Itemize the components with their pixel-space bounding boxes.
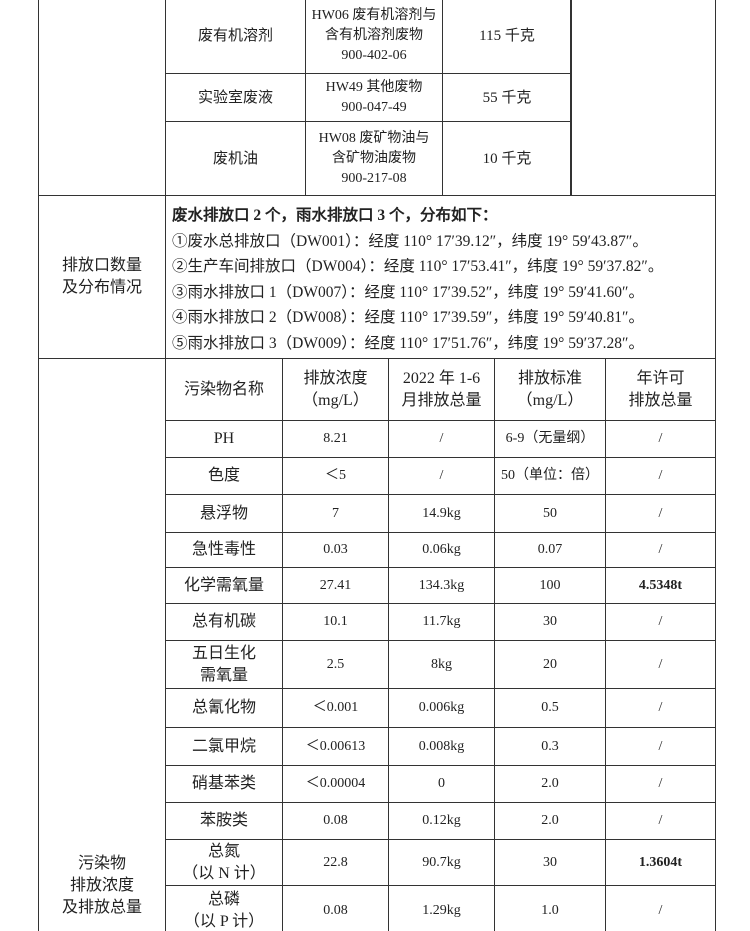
table-cell: 20 <box>494 640 606 689</box>
table-cell: ＜0.00613 <box>282 727 389 766</box>
table-cell: 10 千克 <box>442 121 572 196</box>
table-cell: 22.8 <box>282 839 389 886</box>
table-cell: / <box>388 420 495 458</box>
table-cell: 2.5 <box>282 640 389 689</box>
table-cell: / <box>605 494 716 533</box>
outlet-line: 废水排放口 2 个，雨水排放口 3 个，分布如下： <box>172 207 498 224</box>
table-cell: 0.08 <box>282 802 389 840</box>
section-label: 污染物 排放浓度 及排放总量 <box>38 358 166 931</box>
table-cell: 2.0 <box>494 802 606 840</box>
table-cell: 8kg <box>388 640 495 689</box>
outlet-line: ③雨水排放口 1（DW007）：经度 110° 17′39.52″，纬度 19°… <box>172 283 644 301</box>
table-cell: 急性毒性 <box>165 532 283 568</box>
table-cell: HW49 其他废物 900-047-49 <box>305 73 443 122</box>
header-cell: 排放浓度 （mg/L） <box>282 358 389 421</box>
empty-label-cell <box>38 0 166 196</box>
table-cell: 11.7kg <box>388 603 495 641</box>
table-cell: / <box>605 885 716 931</box>
table-cell: 50（单位：倍） <box>494 457 606 495</box>
table-cell: 总有机碳 <box>165 603 283 641</box>
table-cell: 硝基苯类 <box>165 765 283 803</box>
table-cell: / <box>605 457 716 495</box>
table-cell: 90.7kg <box>388 839 495 886</box>
table-cell: 0.03 <box>282 532 389 568</box>
table-cell: 二氯甲烷 <box>165 727 283 766</box>
table-cell: 废机油 <box>165 121 306 196</box>
table-cell: 0.07 <box>494 532 606 568</box>
table-cell: 悬浮物 <box>165 494 283 533</box>
table-cell: 10.1 <box>282 603 389 641</box>
table-cell: 0.008kg <box>388 727 495 766</box>
header-cell: 年许可 排放总量 <box>605 358 716 421</box>
table-cell: HW08 废矿物油与 含矿物油废物 900-217-08 <box>305 121 443 196</box>
table-cell: / <box>605 802 716 840</box>
table-cell: / <box>605 765 716 803</box>
table-cell: 总磷 （以 P 计） <box>165 885 283 931</box>
table-cell: 五日生化 需氧量 <box>165 640 283 689</box>
header-cell: 2022 年 1-6 月排放总量 <box>388 358 495 421</box>
table-cell: 134.3kg <box>388 567 495 604</box>
table-cell: 100 <box>494 567 606 604</box>
table-cell: 0.3 <box>494 727 606 766</box>
table-cell: 1.3604t <box>605 839 716 886</box>
table-cell: 50 <box>494 494 606 533</box>
table-cell: 1.29kg <box>388 885 495 931</box>
table-cell: 115 千克 <box>442 0 572 74</box>
table-cell: 实验室废液 <box>165 73 306 122</box>
outlet-line: ⑤雨水排放口 3（DW009）：经度 110° 17′51.76″，纬度 19°… <box>172 334 644 352</box>
table-cell: 14.9kg <box>388 494 495 533</box>
header-cell: 排放标准 （mg/L） <box>494 358 606 421</box>
table-cell: 0.06kg <box>388 532 495 568</box>
outlet-line: ①废水总排放口（DW001）：经度 110° 17′39.12″，纬度 19° … <box>172 232 648 250</box>
table-cell: ＜0.001 <box>282 688 389 728</box>
table-cell: 总氰化物 <box>165 688 283 728</box>
section-label: 排放口数量 及分布情况 <box>38 195 166 359</box>
table-cell: ＜0.00004 <box>282 765 389 803</box>
outlet-line: ④雨水排放口 2（DW008）：经度 110° 17′39.59″，纬度 19°… <box>172 309 644 326</box>
table-cell: 55 千克 <box>442 73 572 122</box>
table-cell: 8.21 <box>282 420 389 458</box>
table-cell: / <box>605 640 716 689</box>
table-cell: 27.41 <box>282 567 389 604</box>
table-cell: / <box>605 420 716 458</box>
table-cell: 0.5 <box>494 688 606 728</box>
table-cell: 6-9（无量纲） <box>494 420 606 458</box>
table-cell: 0 <box>388 765 495 803</box>
outlet-line: ②生产车间排放口（DW004）：经度 110° 17′53.41″，纬度 19°… <box>172 258 664 275</box>
table-cell: 0.12kg <box>388 802 495 840</box>
table-cell: 苯胺类 <box>165 802 283 840</box>
table-cell: 色度 <box>165 457 283 495</box>
table-cell: / <box>605 727 716 766</box>
table-cell: 总氮 （以 N 计） <box>165 839 283 886</box>
table-cell: / <box>605 532 716 568</box>
table-cell: / <box>605 603 716 641</box>
empty-cell <box>570 0 716 196</box>
table-cell: PH <box>165 420 283 458</box>
table-cell: 30 <box>494 839 606 886</box>
header-cell: 污染物名称 <box>165 358 283 421</box>
table-cell: 2.0 <box>494 765 606 803</box>
table-cell: HW06 废有机溶剂与 含有机溶剂废物 900-402-06 <box>305 0 443 74</box>
table-cell: 30 <box>494 603 606 641</box>
table-cell: 废有机溶剂 <box>165 0 306 74</box>
table-cell: / <box>388 457 495 495</box>
table-cell: 0.006kg <box>388 688 495 728</box>
table-cell: 0.08 <box>282 885 389 931</box>
table-cell: 1.0 <box>494 885 606 931</box>
table-cell: 7 <box>282 494 389 533</box>
table-cell: ＜5 <box>282 457 389 495</box>
table-cell: 4.5348t <box>605 567 716 604</box>
table-cell: 化学需氧量 <box>165 567 283 604</box>
table-cell: / <box>605 688 716 728</box>
